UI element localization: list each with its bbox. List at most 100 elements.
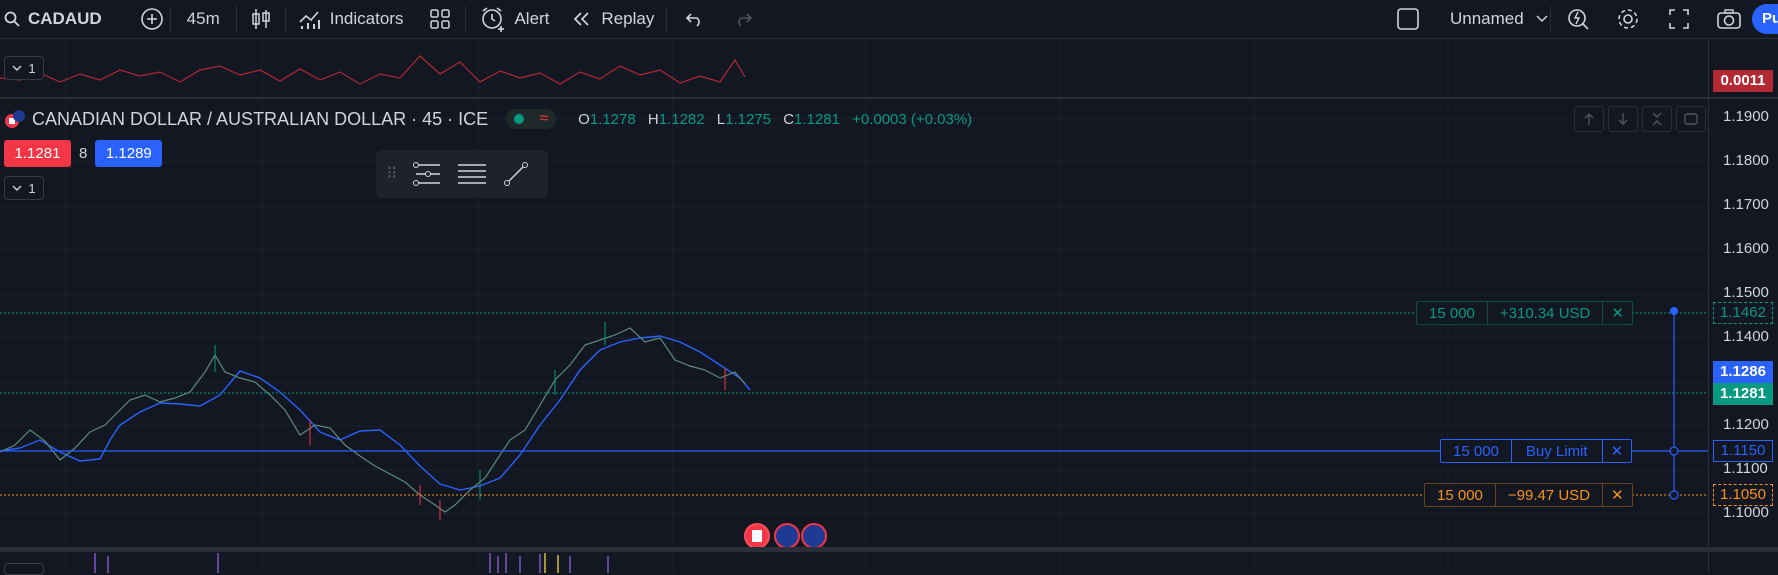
entry-handle[interactable]	[1669, 446, 1679, 456]
publish-button[interactable]: Pu	[1752, 4, 1778, 34]
sl-handle[interactable]	[1669, 490, 1679, 500]
alert-label: Alert	[514, 9, 550, 28]
replay-label: Replay	[601, 9, 655, 28]
divider	[1550, 6, 1551, 32]
price-tick: 1.1700	[1723, 196, 1769, 213]
sell-button[interactable]: 1.1281	[4, 140, 71, 167]
candle-highlights	[214, 322, 606, 500]
arrow-down-icon	[1618, 113, 1628, 125]
moving-average-line	[0, 335, 751, 491]
high-value: 1.1282	[658, 110, 705, 128]
limit-qty[interactable]: 15 000	[1441, 440, 1512, 462]
volume-pane-yellow	[544, 553, 559, 573]
lower-collapse-button[interactable]	[4, 563, 44, 575]
pane-divider[interactable]	[0, 547, 1778, 552]
series-legend: CANADIAN DOLLAR / AUSTRALIAN DOLLAR · 45…	[4, 107, 972, 131]
drag-handle-icon[interactable]: ⠿	[386, 166, 398, 183]
buy-button[interactable]: 1.1289	[95, 140, 163, 167]
indicators-label: Indicators	[329, 9, 404, 28]
tp-pnl: +310.34 USD	[1488, 302, 1604, 324]
screenshot-button[interactable]	[1710, 0, 1748, 38]
collapse-count: 1	[28, 60, 36, 76]
limit-type: Buy Limit	[1512, 440, 1603, 462]
camera-icon	[1717, 9, 1741, 29]
templates-button[interactable]	[415, 0, 465, 38]
indicator-value-label: 0.0011	[1713, 70, 1773, 92]
low-value: 1.1275	[725, 110, 772, 128]
volume-pane	[94, 553, 609, 573]
change-value: +0.0003 (+0.03%)	[852, 110, 973, 128]
tp-qty[interactable]: 15 000	[1417, 302, 1488, 324]
compare-button[interactable]	[112, 0, 170, 38]
maximize-pane-button[interactable]	[1676, 106, 1706, 132]
settings-button[interactable]	[1608, 0, 1648, 38]
limit-close-button[interactable]: ✕	[1610, 443, 1624, 460]
separator	[169, 6, 171, 32]
checkbox-icon[interactable]	[1396, 7, 1420, 31]
event-flags[interactable]	[744, 523, 827, 549]
horizontal-lines-icon[interactable]	[456, 162, 488, 186]
quick-search-button[interactable]	[1556, 0, 1600, 38]
move-pane-up-button[interactable]	[1574, 106, 1604, 132]
spread-value: 8	[79, 145, 88, 162]
open-label: O	[578, 110, 590, 128]
chevron-down-icon	[12, 65, 22, 71]
replay-button[interactable]: Replay	[559, 0, 666, 38]
maximize-icon	[1684, 113, 1698, 125]
fullscreen-button[interactable]	[1662, 0, 1696, 38]
price-tick: 1.1100	[1723, 460, 1768, 477]
stop-loss-order[interactable]: 15 000 −99.47 USD ✕	[1424, 483, 1633, 507]
high-label: H	[647, 110, 659, 128]
status-dot	[513, 114, 524, 124]
plus-circle-icon	[140, 8, 163, 30]
candles-icon	[252, 9, 270, 29]
fib-icon[interactable]	[412, 161, 442, 187]
undo-button[interactable]	[667, 0, 723, 38]
redo-icon	[738, 13, 753, 27]
tp-close-button[interactable]: ✕	[1611, 305, 1624, 322]
symbol-description[interactable]: CANADIAN DOLLAR / AUSTRALIAN DOLLAR · 45…	[32, 108, 489, 129]
collapse-count: 1	[28, 180, 36, 196]
price-tick: 1.1200	[1723, 416, 1769, 433]
trend-line-icon[interactable]	[502, 160, 530, 188]
price-tick: 1.1500	[1723, 284, 1769, 301]
buy-limit-order[interactable]: 15 000 Buy Limit ✕	[1440, 439, 1633, 463]
open-value: 1.1278	[589, 110, 636, 128]
price-series	[0, 327, 746, 513]
chart-type-button[interactable]	[237, 0, 285, 38]
collapse-pane-button[interactable]	[1642, 106, 1672, 132]
indicator-collapse-button[interactable]: 1	[4, 56, 44, 80]
last-price-label: 1.1281	[1713, 383, 1773, 405]
tp-price-label: 1.1462	[1713, 302, 1773, 324]
separator	[284, 6, 286, 32]
sl-qty[interactable]: 15 000	[1425, 484, 1496, 506]
layout-name: Unnamed	[1450, 9, 1524, 28]
candle-highlights-red	[309, 368, 726, 520]
entry-price-label: 1.1150	[1713, 440, 1773, 462]
flag-icon	[5, 110, 25, 128]
indicator-line	[0, 55, 746, 85]
move-pane-down-button[interactable]	[1608, 106, 1638, 132]
symbol-search[interactable]: CADAUD	[0, 0, 112, 38]
indicators-button[interactable]: Indicators	[286, 0, 416, 38]
close-value: 1.1281	[794, 110, 840, 128]
bid-price-label: 1.1286	[1713, 361, 1773, 383]
arrow-up-icon	[1584, 113, 1594, 125]
pane-divider[interactable]	[0, 97, 1778, 99]
chevron-down-icon	[12, 185, 22, 191]
take-profit-order[interactable]: 15 000 +310.34 USD ✕	[1416, 301, 1633, 325]
redo-button[interactable]	[723, 0, 763, 38]
chevron-down-icon	[1536, 15, 1548, 23]
lightning-search-icon	[1568, 9, 1589, 30]
price-axis[interactable]: 0.0011 1.1900 1.1800 1.1700 1.1600 1.150…	[1708, 40, 1778, 573]
main-collapse-button[interactable]: 1	[4, 176, 44, 200]
price-tick: 1.1600	[1723, 240, 1769, 257]
market-status[interactable]: ≈	[506, 109, 557, 129]
layout-menu[interactable]: Unnamed	[1396, 0, 1548, 38]
tp-handle[interactable]	[1670, 307, 1678, 315]
undo-icon	[686, 13, 701, 27]
fullscreen-icon	[1669, 9, 1689, 29]
interval-button[interactable]: 45m	[171, 0, 236, 38]
alert-button[interactable]: Alert	[466, 0, 559, 38]
sl-close-button[interactable]: ✕	[1611, 487, 1624, 504]
